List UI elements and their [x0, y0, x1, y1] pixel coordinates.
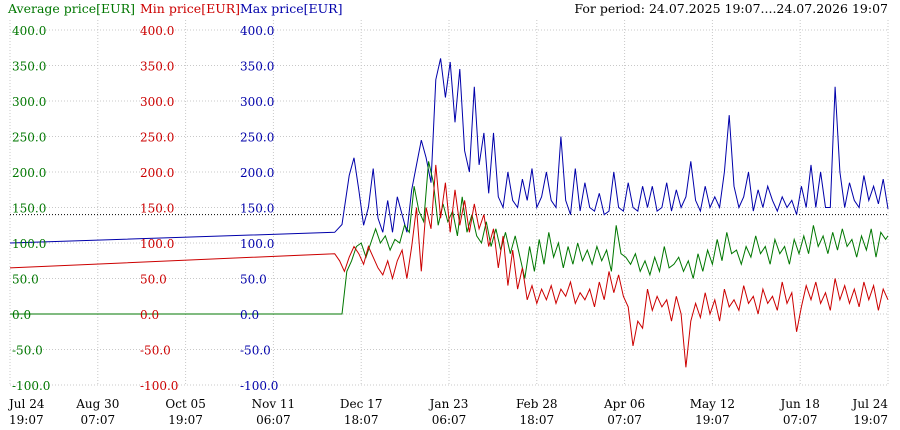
y-tick-label-min: 100.0: [140, 237, 174, 251]
x-tick-label-time: 19:07: [168, 413, 203, 427]
series-line-max: [9, 58, 889, 244]
grid-lines: [9, 20, 889, 386]
y-tick-label-min: -50.0: [140, 344, 171, 358]
x-tick-label-date: Jul 24: [851, 397, 889, 411]
y-tick-label-min: 350.0: [140, 60, 174, 74]
y-tick-label-avg: 300.0: [12, 95, 46, 109]
x-tick-label-time: 19:07: [695, 413, 730, 427]
x-tick-label-date: Aug 30: [75, 397, 119, 411]
x-tick-label-time: 07:07: [783, 413, 818, 427]
period-label: For period: 24.07.2025 19:07....24.07.20…: [574, 1, 888, 16]
y-tick-label-max: 0.0: [240, 308, 259, 322]
y-tick-label-max: 150.0: [240, 202, 274, 216]
y-tick-label-min: 300.0: [140, 95, 174, 109]
legend-min-price: Min price[EUR]: [140, 1, 240, 16]
y-tick-label-max: 50.0: [240, 273, 267, 287]
x-tick-label-date: Apr 06: [603, 397, 645, 411]
x-tick-label-time: 18:07: [520, 413, 555, 427]
y-tick-label-avg: 50.0: [12, 273, 39, 287]
y-tick-label-min: 150.0: [140, 202, 174, 216]
x-tick-label-date: Oct 05: [165, 397, 205, 411]
y-tick-label-min: 0.0: [140, 308, 159, 322]
y-tick-label-min: -100.0: [140, 379, 178, 393]
chart-header: Average price[EUR] Min price[EUR] Max pr…: [7, 1, 888, 16]
y-tick-label-max: 200.0: [240, 166, 274, 180]
y-tick-label-avg: 400.0: [12, 24, 46, 38]
y-tick-label-max: 350.0: [240, 60, 274, 74]
x-tick-label-date: Nov 11: [252, 397, 296, 411]
x-tick-label-time: 06:07: [256, 413, 291, 427]
y-tick-label-max: -50.0: [240, 344, 271, 358]
y-tick-label-avg: 350.0: [12, 60, 46, 74]
y-tick-label-min: 50.0: [140, 273, 167, 287]
x-tick-label-date: May 12: [690, 397, 735, 411]
x-tick-label-time: 19:07: [9, 413, 44, 427]
y-tick-label-min: 250.0: [140, 131, 174, 145]
y-tick-label-min: 400.0: [140, 24, 174, 38]
series-line-min: [9, 164, 889, 368]
x-tick-label-time: 07:07: [81, 413, 116, 427]
x-tick-label-time: 07:07: [607, 413, 642, 427]
x-tick-label-date: Jun 18: [779, 397, 820, 411]
y-tick-label-avg: 100.0: [12, 237, 46, 251]
y-tick-label-avg: -100.0: [12, 379, 50, 393]
x-tick-label-date: Jul 24: [7, 397, 45, 411]
y-tick-label-avg: 0.0: [12, 308, 31, 322]
y-tick-label-avg: 250.0: [12, 131, 46, 145]
series-lines: [9, 58, 889, 368]
y-tick-label-max: -100.0: [240, 379, 278, 393]
y-tick-label-max: 300.0: [240, 95, 274, 109]
y-tick-label-max: 400.0: [240, 24, 274, 38]
y-tick-label-min: 200.0: [140, 166, 174, 180]
series-line-avg: [10, 161, 889, 315]
y-tick-label-avg: 150.0: [12, 202, 46, 216]
x-tick-label-time: 18:07: [344, 413, 379, 427]
x-tick-label-time: 19:07: [853, 413, 888, 427]
x-axis-labels: Jul 24 19:07 Aug 30 07:07 Oct 05 19:07 Nov 11 0…: [7, 397, 888, 427]
legend-max-price: Max price[EUR]: [240, 1, 342, 16]
legend-average-price: Average price[EUR]: [7, 1, 135, 16]
y-tick-label-avg: 200.0: [12, 166, 46, 180]
x-tick-label-date: Dec 17: [340, 397, 383, 411]
y-tick-label-max: 250.0: [240, 131, 274, 145]
x-tick-label-date: Feb 28: [516, 397, 558, 411]
y-axis-labels: 400.0 400.0 400.0 350.0 350.0 350.0 300.0 300.0…: [12, 24, 278, 393]
y-tick-label-avg: -50.0: [12, 344, 43, 358]
x-tick-label-time: 06:07: [432, 413, 467, 427]
y-tick-label-max: 100.0: [240, 237, 274, 251]
x-tick-label-date: Jan 23: [428, 397, 469, 411]
